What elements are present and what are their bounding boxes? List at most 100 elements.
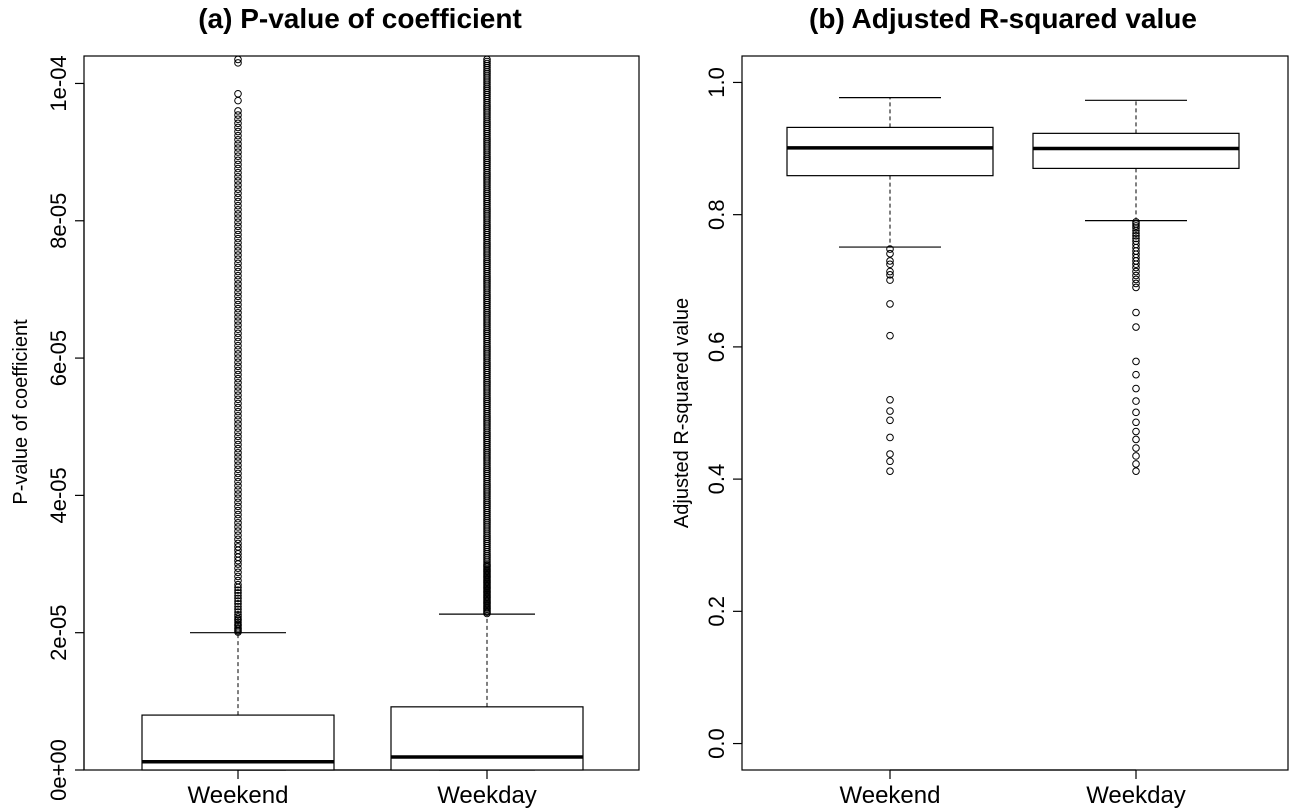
y-tick-label: 0.8 xyxy=(704,199,729,230)
outlier-point xyxy=(234,608,242,616)
outlier-point xyxy=(234,346,242,354)
outlier-point xyxy=(234,321,242,329)
outlier-point xyxy=(234,329,242,338)
outlier-point xyxy=(1132,234,1140,243)
outlier-point xyxy=(1132,226,1140,235)
outlier-point xyxy=(234,514,242,523)
outlier-point xyxy=(234,337,242,346)
outlier-point xyxy=(234,432,242,441)
y-tick-label: 1.0 xyxy=(704,67,729,98)
outlier-point xyxy=(234,411,242,420)
outlier-point xyxy=(1132,452,1140,460)
outlier-point xyxy=(234,288,242,296)
box-weekday xyxy=(1032,99,1240,475)
outlier-point xyxy=(234,181,242,189)
outlier-point xyxy=(234,276,242,284)
outlier-point xyxy=(1132,384,1140,393)
outlier-point xyxy=(886,467,894,475)
outlier-point xyxy=(234,564,242,572)
outlier-point xyxy=(234,197,242,206)
outlier-point xyxy=(886,300,894,308)
outlier-point xyxy=(234,374,242,383)
outlier-point xyxy=(234,304,242,313)
outlier-point xyxy=(234,341,242,350)
panel-b: (b) Adjusted R-squared value Adjusted R-… xyxy=(671,3,1289,809)
outlier-point xyxy=(234,486,242,494)
outlier-point xyxy=(234,498,242,507)
outlier-point xyxy=(234,453,242,461)
outlier-point xyxy=(234,226,242,235)
outlier-point xyxy=(886,257,894,265)
outlier-point xyxy=(234,436,242,445)
outlier-point xyxy=(234,135,242,144)
outlier-point xyxy=(234,618,242,627)
outlier-point xyxy=(234,481,242,490)
outlier-point xyxy=(1132,232,1140,240)
outlier-point xyxy=(234,107,242,115)
outlier-point xyxy=(234,280,242,288)
outlier-point xyxy=(234,424,242,432)
outlier-point xyxy=(234,594,242,603)
box-iqr xyxy=(1032,132,1240,169)
outlier-point xyxy=(234,613,242,621)
outlier-point xyxy=(234,473,242,482)
outlier-point xyxy=(1132,418,1140,427)
outlier-point xyxy=(234,185,242,193)
x-tick-label: Weekend xyxy=(188,782,289,809)
outlier-point xyxy=(234,59,242,67)
outlier-point xyxy=(234,620,242,629)
outlier-point xyxy=(234,164,242,173)
outlier-point xyxy=(886,271,894,279)
outlier-point xyxy=(234,234,242,243)
outlier-point xyxy=(1132,323,1140,331)
outlier-point xyxy=(234,201,242,210)
outlier-point xyxy=(1132,267,1140,276)
outlier-point xyxy=(483,59,491,68)
outlier-point xyxy=(1132,397,1140,405)
outlier-point xyxy=(234,119,242,128)
y-tick-label: 0e+00 xyxy=(46,739,71,801)
outlier-point xyxy=(234,535,242,544)
outlier-point xyxy=(1132,263,1140,272)
outlier-point xyxy=(1132,444,1140,452)
box-weekend xyxy=(141,55,335,771)
outlier-point xyxy=(234,605,242,614)
outlier-point xyxy=(234,55,242,64)
panel-b-boxes xyxy=(786,97,1240,475)
outlier-point xyxy=(234,527,242,535)
panel-b-y-axis-label: Adjusted R-squared value xyxy=(671,298,693,528)
outlier-point xyxy=(886,276,894,284)
outlier-point xyxy=(886,260,894,269)
outlier-point xyxy=(234,449,242,457)
outlier-point xyxy=(234,440,242,449)
panel-a-x-axis: Weekend Weekday xyxy=(188,769,537,809)
y-tick-label: 4e-05 xyxy=(46,467,71,523)
panel-b-title: (b) Adjusted R-squared value xyxy=(809,3,1197,34)
outlier-point xyxy=(234,156,242,165)
outlier-point xyxy=(234,494,242,502)
outlier-point xyxy=(886,407,894,415)
outlier-point xyxy=(234,148,242,156)
outlier-point xyxy=(234,210,242,218)
outlier-point xyxy=(1132,408,1140,417)
outlier-point xyxy=(1132,460,1140,468)
y-tick-label: 0.6 xyxy=(704,332,729,363)
outlier-point xyxy=(1132,271,1140,280)
outlier-point xyxy=(234,313,242,321)
outlier-point xyxy=(234,387,242,395)
x-tick-label: Weekend xyxy=(840,782,941,809)
outlier-point xyxy=(1132,260,1140,269)
outlier-point xyxy=(234,214,242,222)
outlier-point xyxy=(234,218,242,226)
outlier-point xyxy=(234,173,242,181)
outlier-point xyxy=(234,506,242,515)
outlier-point xyxy=(234,370,242,379)
outlier-point xyxy=(234,523,242,531)
outlier-point xyxy=(234,222,242,231)
outlier-point xyxy=(234,600,242,608)
outlier-point xyxy=(234,539,242,548)
outlier-point xyxy=(886,450,894,458)
outlier-point xyxy=(234,457,242,465)
outlier-point xyxy=(886,457,894,466)
